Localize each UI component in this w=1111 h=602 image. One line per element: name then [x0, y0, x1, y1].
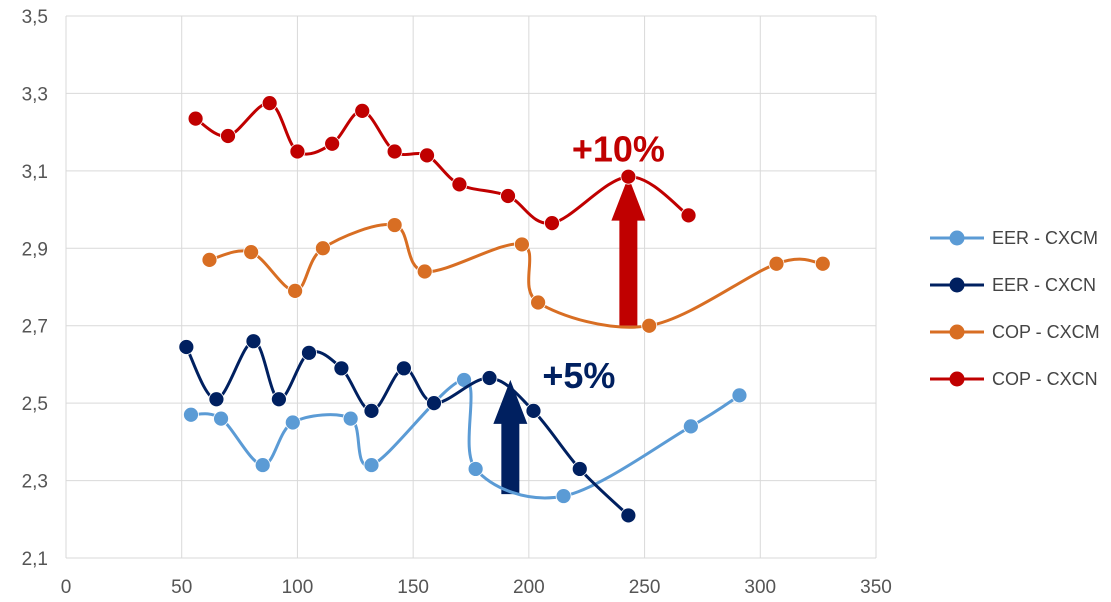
- legend-label: COP - CXCM: [992, 322, 1100, 342]
- data-point: [289, 143, 306, 160]
- y-tick-label: 2,3: [22, 472, 48, 493]
- legend: EER - CXCM EER - CXCN COP - CXCM COP - CXCN: [930, 228, 1100, 389]
- data-point: [386, 217, 403, 233]
- data-point: [314, 240, 331, 257]
- data-point: [243, 244, 260, 261]
- data-point: [814, 255, 831, 272]
- x-tick-label: 200: [513, 577, 545, 598]
- legend-swatch-marker: [949, 371, 965, 387]
- legend-item-1: EER - CXCN: [930, 275, 1096, 295]
- y-tick-label: 3,3: [22, 84, 48, 105]
- legend-swatch-marker: [949, 324, 965, 340]
- data-point: [201, 251, 218, 268]
- legend-item-0: EER - CXCM: [930, 228, 1098, 248]
- data-point: [426, 395, 442, 412]
- data-point: [481, 370, 498, 386]
- data-point: [245, 333, 262, 350]
- data-point: [620, 168, 637, 185]
- legend-item-3: COP - CXCN: [930, 369, 1098, 389]
- data-point: [342, 410, 359, 427]
- x-tick-label: 150: [397, 577, 429, 598]
- y-tick-label: 2,9: [22, 239, 48, 260]
- data-point: [682, 418, 699, 435]
- data-point: [768, 255, 785, 272]
- series-3: [187, 95, 697, 232]
- data-point: [530, 294, 547, 311]
- annotation-arrow: [611, 176, 646, 326]
- data-point: [395, 360, 412, 377]
- data-point: [178, 339, 195, 355]
- annotation-label: +10%: [572, 129, 665, 170]
- data-point: [183, 406, 199, 423]
- x-tick-label: 300: [744, 577, 776, 598]
- series-2: [201, 217, 831, 334]
- data-point: [187, 110, 204, 127]
- y-tick-label: 3,1: [22, 162, 48, 183]
- data-point: [261, 95, 278, 112]
- annotation-label: +5%: [542, 355, 615, 396]
- data-point: [271, 391, 287, 408]
- data-point: [544, 215, 560, 232]
- data-point: [363, 402, 380, 419]
- data-point: [301, 344, 317, 361]
- data-point: [208, 391, 225, 408]
- data-point: [324, 135, 341, 152]
- legend-swatch-marker: [949, 277, 965, 293]
- annotation-arrow: [493, 379, 528, 495]
- data-point: [467, 461, 484, 477]
- series-1: [178, 333, 637, 524]
- legend-swatch-marker: [949, 230, 965, 246]
- data-point: [333, 360, 350, 377]
- x-tick-label: 100: [282, 577, 314, 598]
- data-point: [287, 282, 304, 299]
- grid: [65, 15, 877, 559]
- data-point: [620, 507, 637, 524]
- legend-label: COP - CXCN: [992, 369, 1098, 389]
- data-point: [213, 410, 229, 427]
- data-point: [641, 317, 658, 334]
- data-point: [363, 457, 380, 473]
- data-point: [555, 488, 572, 504]
- series-0: [183, 372, 748, 504]
- x-tick-label: 0: [61, 577, 72, 598]
- y-tick-label: 2,5: [22, 394, 48, 415]
- x-tick-label: 350: [860, 577, 892, 598]
- data-point: [451, 176, 468, 193]
- data-point: [731, 387, 748, 404]
- x-tick-label: 250: [629, 577, 661, 598]
- legend-item-2: COP - CXCM: [930, 322, 1100, 342]
- data-point: [254, 457, 271, 473]
- annotations: +10% +5%: [493, 129, 665, 495]
- legend-label: EER - CXCN: [992, 275, 1096, 295]
- data-point: [419, 147, 435, 164]
- data-point: [386, 143, 403, 160]
- axes: 0 50 100 150 200 250 300 350 2,1 2,3 2,5 2,7 2,9 3,1 3…: [22, 7, 892, 598]
- data-point: [514, 236, 530, 253]
- data-point: [500, 188, 516, 204]
- data-point: [525, 402, 542, 419]
- y-tick-label: 2,1: [22, 549, 48, 570]
- y-tick-label: 2,7: [22, 317, 48, 338]
- legend-label: EER - CXCM: [992, 228, 1098, 248]
- series-group: [178, 95, 831, 524]
- data-point: [416, 263, 433, 280]
- data-point: [220, 128, 236, 144]
- x-tick-label: 50: [171, 577, 192, 598]
- y-tick-label: 3,5: [22, 7, 48, 28]
- data-point: [284, 414, 301, 431]
- data-point: [571, 461, 588, 477]
- data-point: [680, 207, 697, 224]
- data-point: [354, 102, 371, 119]
